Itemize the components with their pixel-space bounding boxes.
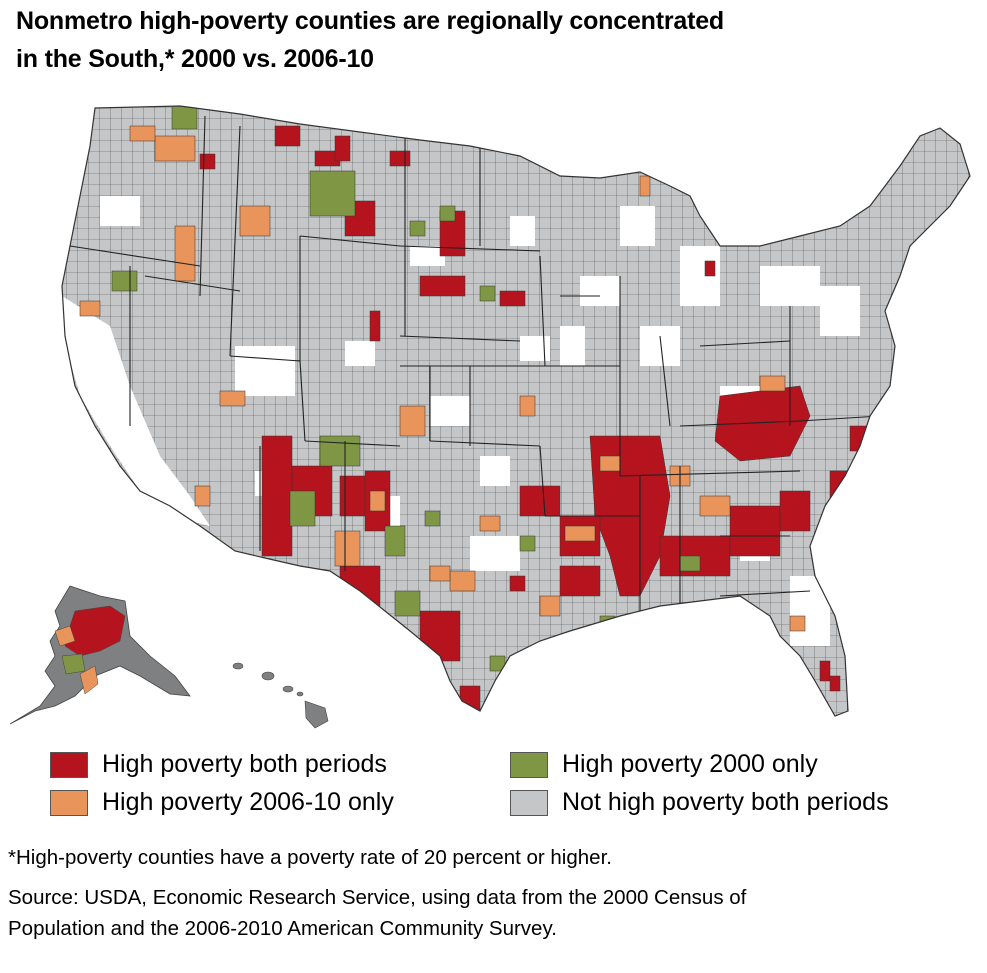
- legend-label: High poverty 2000 only: [562, 750, 818, 778]
- hawaii: [232, 662, 329, 729]
- source-line-2: Population and the 2006-2010 American Co…: [8, 917, 557, 940]
- legend-swatch-orange: [50, 789, 88, 816]
- legend-swatch-gray: [510, 789, 548, 816]
- legend-label: High poverty both periods: [102, 750, 387, 778]
- legend-item-2000-only: High poverty 2000 only: [510, 750, 818, 779]
- legend-item-both: High poverty both periods: [50, 750, 387, 779]
- legend-label: High poverty 2006-10 only: [102, 788, 394, 816]
- legend-swatch-green: [510, 751, 548, 778]
- title-line-2: in the South,* 2000 vs. 2006-10: [16, 45, 374, 73]
- us-county-map: [0, 96, 987, 736]
- source-line-1: Source: USDA, Economic Research Service,…: [8, 886, 747, 909]
- map-title: Nonmetro high-poverty counties are regio…: [16, 2, 976, 78]
- metro-areas: [62, 196, 860, 646]
- high-poverty-2000-only: [111, 106, 701, 672]
- map-legend: High poverty both periods High poverty 2…: [0, 742, 987, 826]
- source-note: Source: USDA, Economic Research Service,…: [8, 882, 968, 944]
- legend-label: Not high poverty both periods: [562, 788, 889, 816]
- conterminous-us: [61, 105, 971, 717]
- footnote: *High-poverty counties have a poverty ra…: [8, 846, 612, 869]
- legend-item-2006-10-only: High poverty 2006-10 only: [50, 788, 394, 817]
- title-line-1: Nonmetro high-poverty counties are regio…: [16, 7, 724, 35]
- alaska: [9, 585, 191, 725]
- state-borders: [69, 115, 881, 616]
- legend-item-not-high: Not high poverty both periods: [510, 788, 889, 817]
- legend-swatch-red: [50, 751, 88, 778]
- county-fills: [62, 106, 891, 712]
- high-poverty-2006-10-only: [79, 125, 806, 632]
